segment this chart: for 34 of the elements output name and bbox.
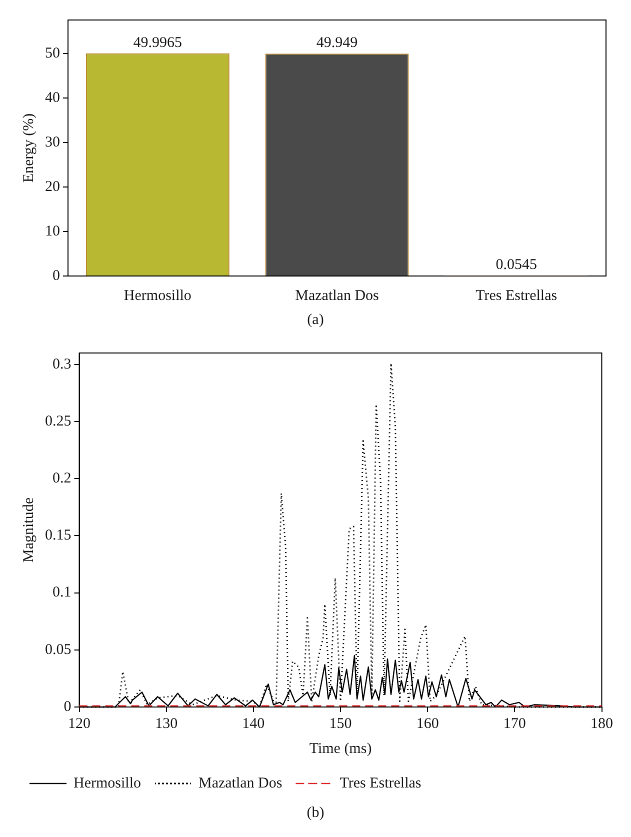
legend-label: Hermosillo (73, 775, 140, 792)
x-tick-label: 160 (416, 716, 438, 732)
y-tick-label: 30 (44, 134, 60, 150)
y-axis-title: Magnitude (20, 497, 36, 562)
x-tick-label: 130 (154, 716, 178, 732)
legend-label: Tres Estrellas (339, 775, 421, 792)
y-tick-label: 0.3 (52, 356, 71, 372)
y-tick-label: 0 (52, 268, 60, 284)
x-tick-label: Mazatlan Dos (294, 288, 379, 304)
data-label: 49.9965 (132, 34, 182, 51)
x-tick-label: 150 (328, 716, 352, 732)
y-tick-label: 0.1 (52, 584, 71, 601)
y-tick-label: 10 (44, 223, 60, 240)
x-tick-label: 120 (68, 716, 90, 732)
x-axis-title: Time (ms) (308, 740, 372, 757)
text: (b) (306, 805, 326, 822)
y-tick-label: 20 (44, 178, 60, 195)
y-tick-label: 40 (44, 90, 60, 106)
text: (a) (306, 312, 325, 329)
y-axis-title: Energy (%) (20, 113, 36, 183)
data-label: 49.949 (316, 35, 358, 52)
x-tick-label: Tres Estrellas (475, 288, 557, 304)
y-tick-label: 0.25 (44, 413, 71, 430)
y-tick-label: 0 (63, 698, 71, 715)
x-tick-label: 140 (242, 716, 264, 732)
y-tick-label: 0.05 (44, 642, 71, 658)
legend-label: Mazatlan Dos (198, 775, 282, 792)
y-tick-label: 50 (44, 45, 60, 62)
x-tick-label: Hermosillo (123, 288, 191, 304)
x-tick-label: 180 (590, 716, 612, 732)
x-tick-label: 170 (502, 716, 526, 732)
data-label: 0.0545 (495, 257, 536, 274)
y-tick-label: 0.15 (44, 528, 71, 544)
y-tick-label: 0.2 (52, 470, 71, 487)
